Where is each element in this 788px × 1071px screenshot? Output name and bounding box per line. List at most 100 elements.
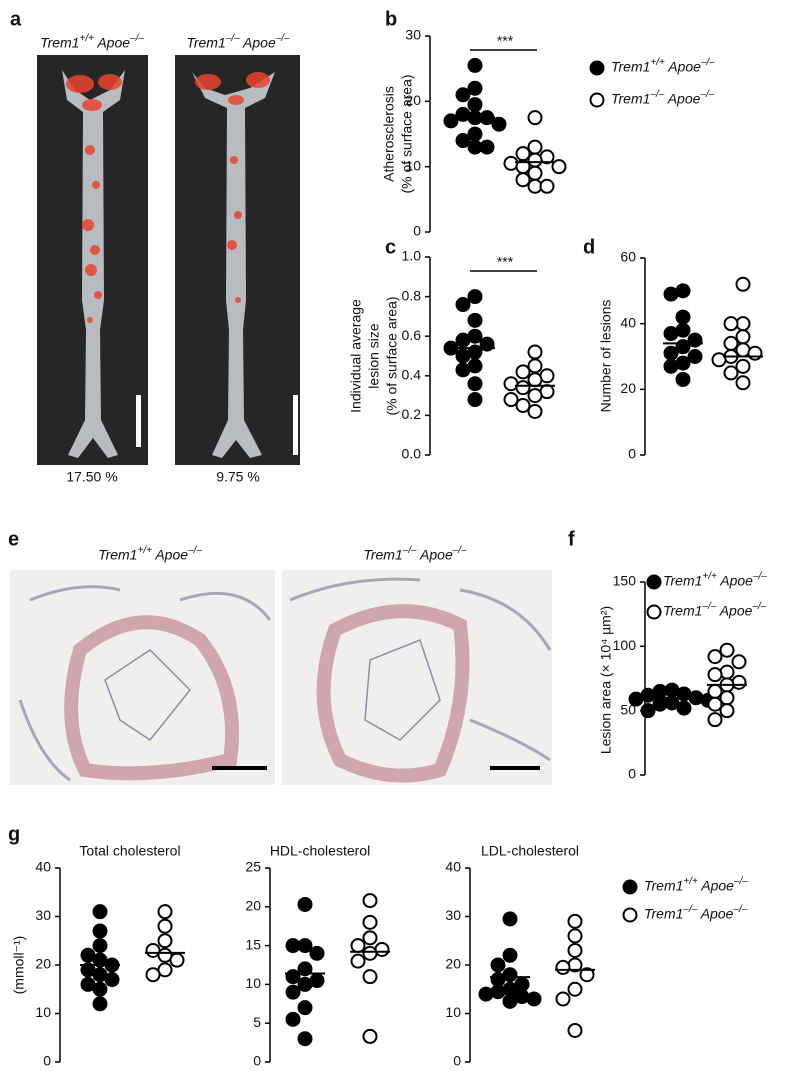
y-tick-label: 60: [620, 249, 636, 265]
data-point: [490, 984, 506, 1000]
data-point: [551, 159, 567, 175]
legend-label: Trem1–/– Apoe–/–: [644, 904, 748, 922]
y-tick-label: 1.0: [402, 248, 422, 264]
data-point: [455, 297, 471, 313]
data-point: [707, 649, 723, 665]
data-point: [502, 911, 518, 927]
legend-marker: [622, 907, 638, 923]
aorta: [192, 72, 275, 458]
y-tick-label: 15: [245, 936, 261, 952]
data-point: [467, 80, 483, 96]
data-point: [503, 392, 519, 408]
y-tick-label: 30: [445, 907, 461, 923]
data-point: [675, 283, 691, 299]
data-point: [526, 991, 542, 1007]
data-point: [515, 364, 531, 380]
data-point: [711, 352, 727, 368]
y-tick-label: 20: [35, 956, 51, 972]
data-point: [285, 984, 301, 1000]
data-point: [491, 116, 507, 132]
data-point: [567, 928, 583, 944]
tissue: [18, 585, 272, 782]
y-tick-label: 0.4: [402, 367, 422, 383]
photo-label: Trem1+/+ Apoe–/–: [40, 33, 144, 51]
legend-marker: [622, 879, 638, 895]
data-point: [527, 403, 543, 419]
data-point: [297, 976, 313, 992]
data-point: [663, 286, 679, 302]
y-tick-label: 5: [253, 1014, 261, 1030]
vessel-wall: [64, 615, 239, 781]
chart-title: Total cholesterol: [79, 843, 180, 859]
data-point: [467, 126, 483, 142]
data-point: [687, 332, 703, 348]
data-point: [92, 904, 108, 920]
data-point: [675, 355, 691, 371]
data-point: [169, 952, 185, 968]
photo-label: Trem1–/– Apoe–/–: [363, 545, 467, 563]
legend-marker: [646, 604, 662, 620]
y-tick-label: 0: [628, 766, 636, 782]
data-point: [676, 700, 692, 716]
data-point: [467, 289, 483, 305]
data-point: [735, 276, 751, 292]
data-point: [675, 322, 691, 338]
data-point: [455, 133, 471, 149]
scale-bar: [490, 766, 540, 770]
legend-label: Trem1+/+ Apoe–/–: [644, 876, 748, 894]
data-point: [467, 392, 483, 408]
y-tick-label: 0.0: [402, 446, 422, 462]
photo-label: Trem1+/+ Apoe–/–: [98, 545, 202, 563]
data-point: [579, 967, 595, 983]
data-point: [675, 309, 691, 325]
data-point: [628, 691, 644, 707]
data-point: [555, 991, 571, 1007]
y-tick-label: 10: [35, 1004, 51, 1020]
data-point: [362, 893, 378, 909]
significance-label: ***: [497, 33, 514, 49]
data-point: [362, 1028, 378, 1044]
data-point: [104, 972, 120, 988]
y-tick-label: 40: [445, 859, 461, 875]
data-point: [479, 139, 495, 155]
data-point: [735, 329, 751, 345]
panel-label: a: [10, 8, 22, 30]
y-tick-label: 30: [405, 27, 421, 43]
y-axis-label: (mmoll⁻¹): [11, 936, 27, 995]
data-point: [362, 930, 378, 946]
data-point: [309, 945, 325, 961]
panel-label: b: [385, 8, 397, 30]
y-tick-label: 0: [413, 223, 421, 239]
legend-marker: [646, 574, 662, 590]
data-point: [707, 683, 723, 699]
data-point: [362, 945, 378, 961]
data-point: [663, 345, 679, 361]
data-point: [663, 326, 679, 342]
data-point: [719, 664, 735, 680]
y-tick-label: 0.6: [402, 327, 422, 343]
data-point: [527, 139, 543, 155]
y-tick-label: 10: [445, 1004, 461, 1020]
y-tick-label: 150: [613, 573, 637, 589]
data-point: [502, 947, 518, 963]
lesions: [195, 72, 270, 303]
data-point: [455, 362, 471, 378]
legend-label: Trem1+/+ Apoe–/–: [611, 57, 715, 75]
y-tick-label: 20: [620, 380, 636, 396]
legend-label: Trem1–/– Apoe–/–: [663, 601, 767, 619]
data-point: [555, 959, 571, 975]
chart-title: LDL-cholesterol: [481, 843, 579, 859]
data-point: [719, 703, 735, 719]
data-point: [92, 996, 108, 1012]
data-point: [490, 972, 506, 988]
vessel-wall: [316, 604, 470, 783]
y-axis-label: Number of lesions: [598, 300, 614, 413]
data-point: [567, 942, 583, 958]
legend-label: Trem1+/+ Apoe–/–: [663, 571, 767, 589]
data-point: [515, 398, 531, 413]
data-point: [478, 986, 494, 1002]
photo-label: Trem1–/– Apoe–/–: [186, 33, 290, 51]
data-point: [145, 967, 161, 983]
y-tick-label: 25: [245, 859, 261, 875]
data-point: [362, 969, 378, 985]
